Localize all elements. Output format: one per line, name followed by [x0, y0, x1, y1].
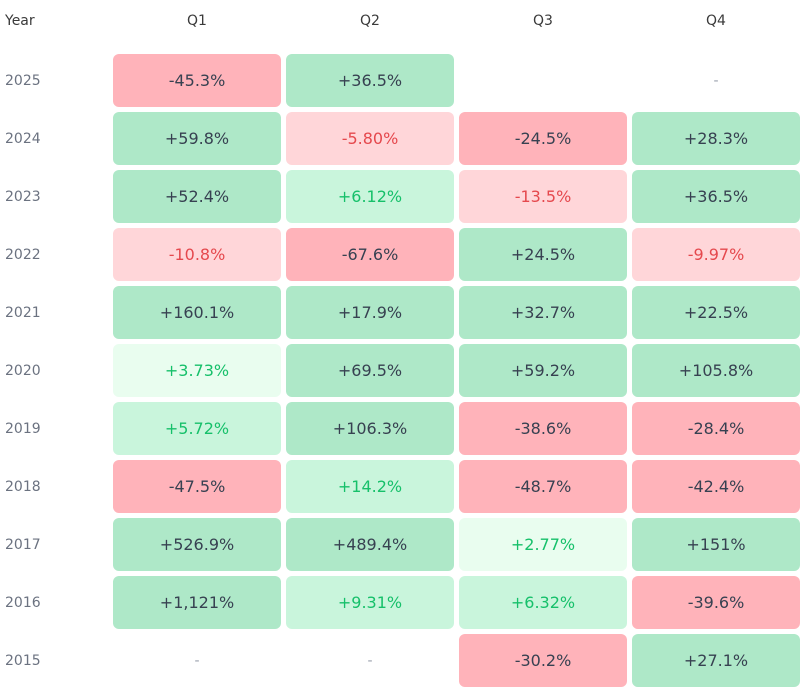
heatmap-cell-2017-q2: +489.4%: [286, 518, 454, 571]
heatmap-cell-2025-q3: [459, 54, 627, 107]
column-header-q1: Q1: [187, 13, 207, 29]
heatmap-cell-2024-q2: -5.80%: [286, 112, 454, 165]
row-label-2022: 2022: [5, 246, 41, 263]
column-header-q3: Q3: [533, 13, 553, 29]
row-label-2021: 2021: [5, 304, 41, 321]
heatmap-cell-2016-q3: +6.32%: [459, 576, 627, 629]
row-label-2016: 2016: [5, 594, 41, 611]
column-header-q2: Q2: [360, 13, 380, 29]
heatmap-cell-2023-q3: -13.5%: [459, 170, 627, 223]
heatmap-cell-2017-q3: +2.77%: [459, 518, 627, 571]
row-label-2023: 2023: [5, 188, 41, 205]
heatmap-cell-2022-q2: -67.6%: [286, 228, 454, 281]
heatmap-cell-2016-q2: +9.31%: [286, 576, 454, 629]
heatmap-cell-2015-q4: +27.1%: [632, 634, 800, 687]
heatmap-cell-2015-q2: -: [367, 652, 373, 669]
row-label-2018: 2018: [5, 478, 41, 495]
heatmap-cell-2017-q4: +151%: [632, 518, 800, 571]
column-header-q4: Q4: [706, 13, 726, 29]
heatmap-cell-2016-q1: +1,121%: [113, 576, 281, 629]
heatmap-cell-2025-q4: -: [713, 72, 719, 89]
heatmap-cell-2018-q3: -48.7%: [459, 460, 627, 513]
heatmap-cell-2019-q3: -38.6%: [459, 402, 627, 455]
heatmap-cell-2019-q4: -28.4%: [632, 402, 800, 455]
heatmap-cell-2025-q1: -45.3%: [113, 54, 281, 107]
row-label-2019: 2019: [5, 420, 41, 437]
heatmap-cell-2015-q3: -30.2%: [459, 634, 627, 687]
heatmap-cell-2018-q4: -42.4%: [632, 460, 800, 513]
heatmap-cell-2021-q2: +17.9%: [286, 286, 454, 339]
row-label-2024: 2024: [5, 130, 41, 147]
heatmap-cell-2020-q1: +3.73%: [113, 344, 281, 397]
heatmap-cell-2025-q2: +36.5%: [286, 54, 454, 107]
heatmap-cell-2022-q1: -10.8%: [113, 228, 281, 281]
heatmap-cell-2022-q4: -9.97%: [632, 228, 800, 281]
heatmap-cell-2020-q2: +69.5%: [286, 344, 454, 397]
heatmap-cell-2016-q4: -39.6%: [632, 576, 800, 629]
heatmap-cell-2021-q4: +22.5%: [632, 286, 800, 339]
row-label-2020: 2020: [5, 362, 41, 379]
heatmap-cell-2018-q1: -47.5%: [113, 460, 281, 513]
heatmap-cell-2024-q1: +59.8%: [113, 112, 281, 165]
heatmap-cell-2024-q3: -24.5%: [459, 112, 627, 165]
heatmap-cell-2023-q4: +36.5%: [632, 170, 800, 223]
heatmap-cell-2020-q3: +59.2%: [459, 344, 627, 397]
heatmap-cell-2020-q4: +105.8%: [632, 344, 800, 397]
heatmap-cell-2015-q1: -: [194, 652, 200, 669]
heatmap-cell-2023-q2: +6.12%: [286, 170, 454, 223]
row-label-2017: 2017: [5, 536, 41, 553]
year-column-header: Year: [5, 13, 35, 29]
heatmap-cell-2019-q2: +106.3%: [286, 402, 454, 455]
heatmap-cell-2021-q1: +160.1%: [113, 286, 281, 339]
heatmap-cell-2023-q1: +52.4%: [113, 170, 281, 223]
heatmap-cell-2021-q3: +32.7%: [459, 286, 627, 339]
heatmap-cell-2017-q1: +526.9%: [113, 518, 281, 571]
heatmap-cell-2019-q1: +5.72%: [113, 402, 281, 455]
heatmap-cell-2022-q3: +24.5%: [459, 228, 627, 281]
row-label-2015: 2015: [5, 652, 41, 669]
heatmap-cell-2018-q2: +14.2%: [286, 460, 454, 513]
heatmap-cell-2024-q4: +28.3%: [632, 112, 800, 165]
row-label-2025: 2025: [5, 72, 41, 89]
